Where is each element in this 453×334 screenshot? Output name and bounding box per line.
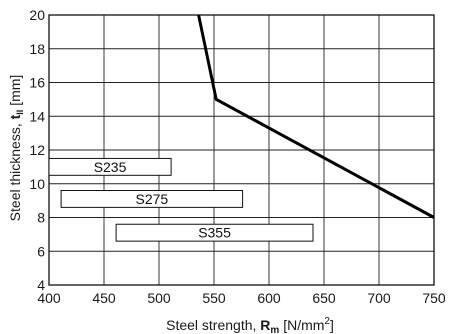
series-line xyxy=(197,14,435,219)
series-lines xyxy=(197,14,435,219)
x-tick-label: 750 xyxy=(422,290,446,306)
grade-box xyxy=(60,190,244,208)
x-axis-label-symbol-sub: m xyxy=(270,325,279,334)
grade-box-label: S275 xyxy=(135,191,168,207)
grade-box xyxy=(115,223,314,242)
grade-box xyxy=(48,157,172,176)
x-axis-label: Steel strength, Rm [N/mm2] xyxy=(166,316,334,334)
y-tick-label: 20 xyxy=(29,7,45,23)
y-tick-label: 14 xyxy=(29,108,45,124)
x-axis-label-prefix: Steel strength, xyxy=(166,317,260,333)
x-axis-label-symbol: R xyxy=(260,317,270,333)
x-tick-label: 400 xyxy=(37,290,61,306)
y-tick-label: 10 xyxy=(29,176,45,192)
x-tick-label: 600 xyxy=(257,290,281,306)
y-axis-label-prefix: Steel thickness, xyxy=(7,119,23,221)
x-axis-label-unit-close: ] xyxy=(330,317,334,333)
grade-box-label: S355 xyxy=(198,225,231,241)
grade-box-label: S235 xyxy=(94,159,127,175)
x-axis-label-unit-sup: 2 xyxy=(324,316,330,327)
x-tick-label: 650 xyxy=(312,290,336,306)
y-tick-label: 4 xyxy=(37,277,45,293)
y-tick-labels: 4 6 8 10 12 14 16 18 20 xyxy=(29,7,45,293)
y-tick-label: 6 xyxy=(37,243,45,259)
grade-boxes: S235 S275 S355 xyxy=(48,157,314,242)
plot-border xyxy=(48,14,435,286)
x-tick-label: 450 xyxy=(92,290,116,306)
y-tick-label: 16 xyxy=(29,75,45,91)
y-axis-label-symbol: t xyxy=(7,114,23,119)
y-axis-label-unit: [mm] xyxy=(7,75,23,110)
y-axis-label: Steel thickness, tII [mm] xyxy=(7,75,25,222)
y-axis-label-symbol-sub: II xyxy=(15,110,25,115)
x-tick-label: 700 xyxy=(367,290,391,306)
plot-frame xyxy=(48,14,435,286)
x-tick-label: 500 xyxy=(147,290,171,306)
y-tick-label: 8 xyxy=(37,210,45,226)
grid xyxy=(49,15,434,285)
y-tick-label: 12 xyxy=(29,142,45,158)
x-axis-label-unit-open: [N/mm xyxy=(279,317,324,333)
x-tick-label: 550 xyxy=(202,290,226,306)
x-tick-labels: 400 450 500 550 600 650 700 750 xyxy=(37,290,446,306)
y-tick-label: 18 xyxy=(29,41,45,57)
